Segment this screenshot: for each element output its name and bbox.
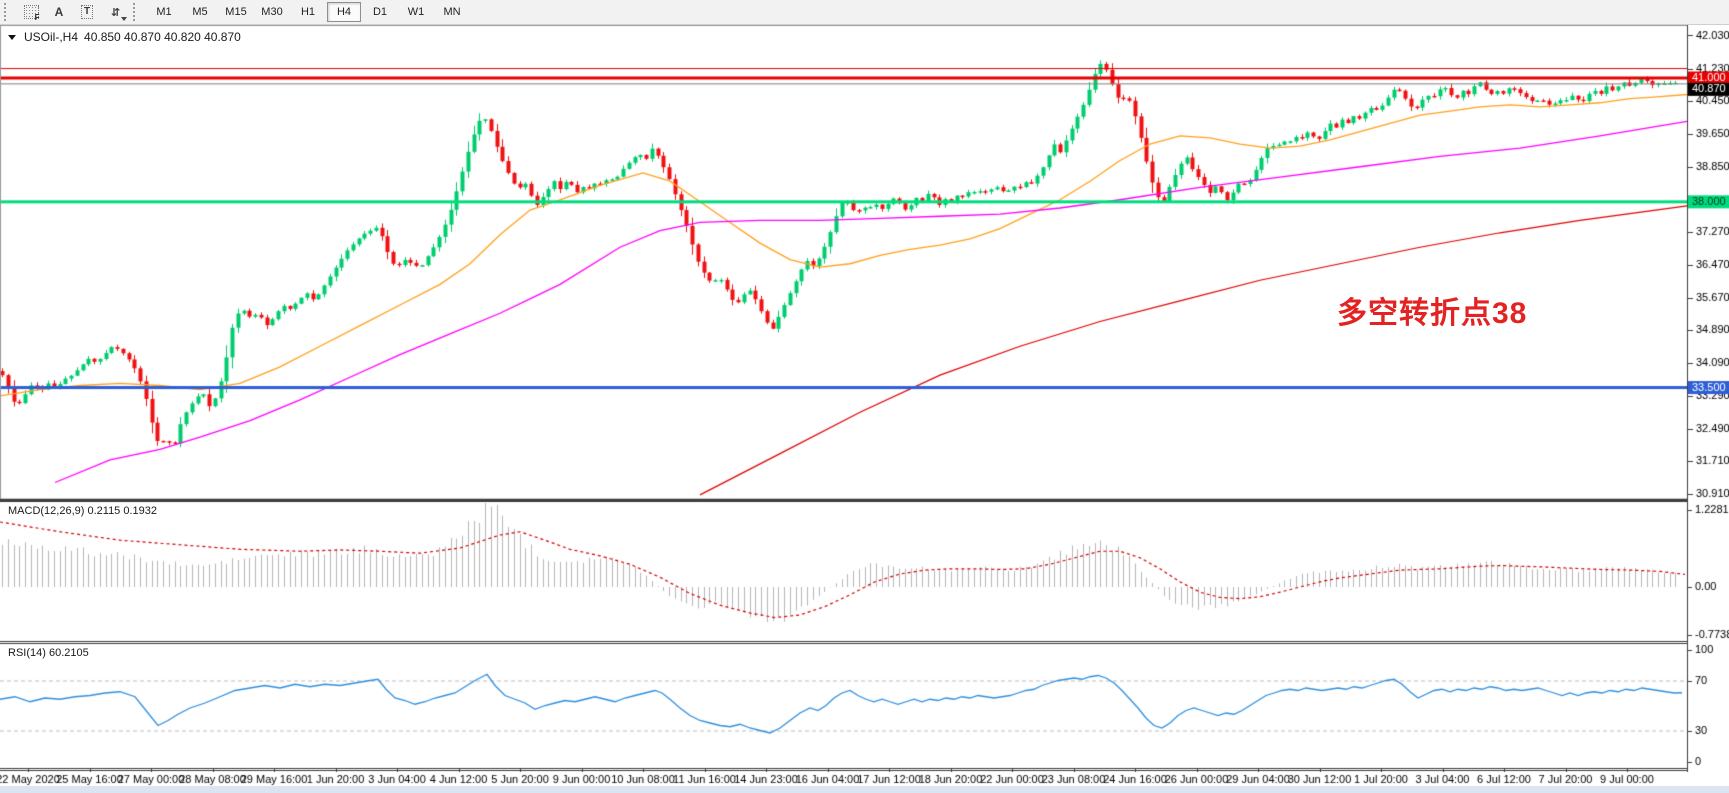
ohlc-values: 40.850 40.870 40.820 40.870 (84, 30, 241, 44)
chart-title-caret-icon[interactable] (8, 34, 16, 40)
timeframe-button-H1[interactable]: H1 (300, 6, 316, 18)
symbol-period-label: USOil-,H4 (24, 30, 79, 44)
timeframe-button-M5[interactable]: M5 (192, 6, 208, 18)
chart-annotation-text: 多空转折点38 (1337, 297, 1528, 330)
text-box-icon[interactable]: T (73, 1, 101, 24)
dropdown-caret-icon (121, 16, 127, 21)
rsi-indicator-label: RSI(14) 60.2105 (8, 647, 89, 659)
timeframe-button-M30[interactable]: M30 (261, 6, 283, 18)
timeframe-button-MN[interactable]: MN (443, 6, 461, 18)
chart-template-icon[interactable]: F (17, 1, 45, 24)
timeframe-button-H4[interactable]: H4 (327, 2, 361, 22)
timeframe-group: M1 M5 M15 M30 H1 H4 D1 W1 MN (146, 2, 470, 22)
timeframe-button-M15[interactable]: M15 (225, 6, 247, 18)
timeframe-button-W1[interactable]: W1 (407, 6, 425, 18)
timeframe-button-M1[interactable]: M1 (156, 6, 172, 18)
chart-canvas[interactable] (0, 25, 1729, 793)
toolbar-drag-handle[interactable] (4, 3, 13, 21)
text-label-icon[interactable]: A (54, 5, 64, 19)
macd-indicator-label: MACD(12,26,9) 0.2115 0.1932 (8, 505, 157, 517)
arrows-tool-icon[interactable]: ⇵ (101, 1, 129, 24)
chart-title[interactable]: USOil-,H4 40.850 40.870 40.820 40.870 (8, 30, 241, 44)
timeframe-button-D1[interactable]: D1 (372, 6, 388, 18)
toolbar-drag-handle[interactable] (133, 3, 142, 21)
status-strip (0, 786, 1729, 793)
toolbar: F A T ⇵ M1 M5 M15 M30 H1 H4 D1 W1 MN (0, 0, 1729, 25)
